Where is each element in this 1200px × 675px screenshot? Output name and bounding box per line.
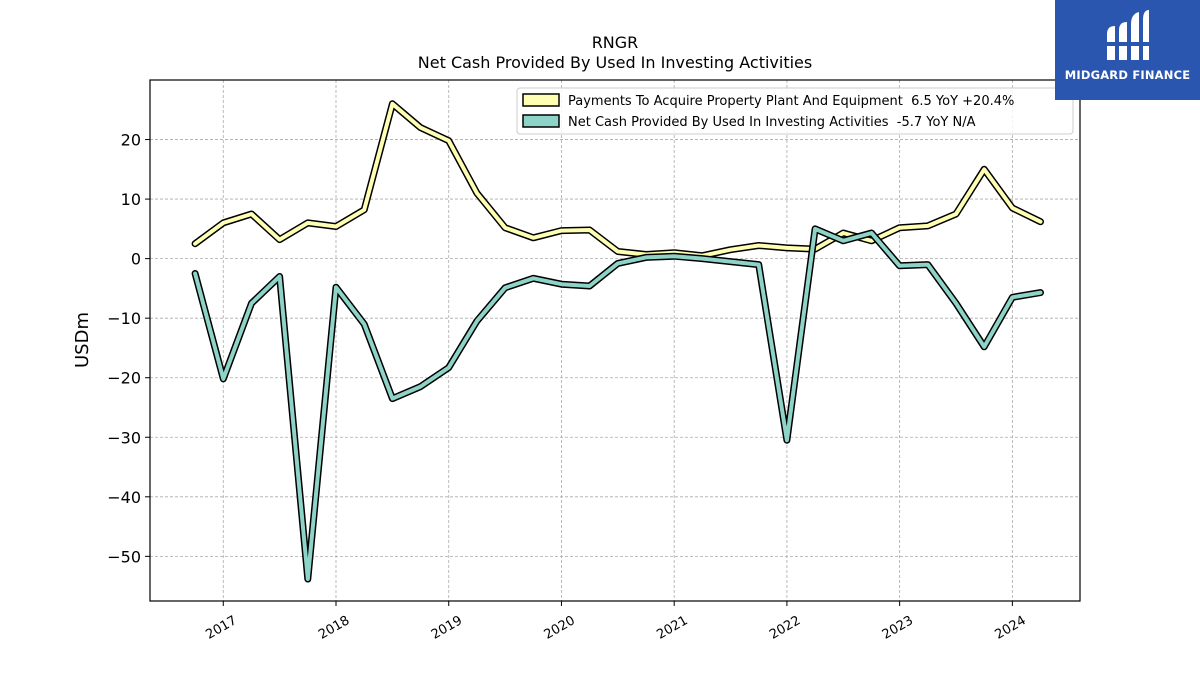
series-1-outline: [191, 225, 1044, 583]
legend-label-investing: Net Cash Provided By Used In Investing A…: [568, 115, 976, 130]
x-tick-label: 2019: [429, 613, 465, 643]
y-tick-label: −20: [107, 369, 141, 388]
y-tick-label: −10: [107, 309, 141, 328]
brand-name: MIDGARD FINANCE: [1064, 68, 1191, 82]
series-1-line: [193, 226, 1043, 581]
y-tick-label: −40: [107, 488, 141, 507]
y-axis-label: USDm: [72, 312, 93, 368]
y-tick-label: 0: [131, 250, 141, 269]
y-tick-label: −50: [107, 547, 141, 566]
midgard-logo-icon: [1107, 10, 1149, 60]
x-tick-label: 2024: [993, 613, 1029, 643]
brand-logo: MIDGARD FINANCE: [1055, 0, 1200, 100]
legend-swatch-investing: [522, 114, 560, 128]
legend-label-capex: Payments To Acquire Property Plant And E…: [568, 94, 1014, 109]
series-0-line: [193, 101, 1043, 258]
legend-box: [516, 87, 1074, 135]
x-tick-label: 2020: [542, 613, 578, 643]
x-tick-label: 2017: [203, 613, 239, 643]
series-lines: [191, 100, 1044, 583]
x-tick-label: 2021: [654, 613, 690, 643]
y-tick-label: 20: [121, 131, 141, 150]
x-tick-label: 2018: [316, 613, 352, 643]
chart-title: RNGR: [592, 33, 639, 52]
x-tick-label: 2022: [767, 613, 803, 643]
legend-swatch-capex: [522, 93, 560, 107]
y-tick-label: 10: [121, 190, 141, 209]
grid: [150, 80, 1080, 601]
plot-frame: [149, 79, 1081, 602]
legend: Payments To Acquire Property Plant And E…: [516, 87, 1074, 135]
x-tick-label: 2023: [880, 613, 916, 643]
y-tick-label: −30: [107, 428, 141, 447]
axis-ticks: 20 10 0 −10 −20 −30 −40 −50 2017 2018 2019 2020 2021…: [107, 131, 1028, 643]
chart-subtitle: Net Cash Provided By Used In Investing A…: [418, 53, 812, 72]
